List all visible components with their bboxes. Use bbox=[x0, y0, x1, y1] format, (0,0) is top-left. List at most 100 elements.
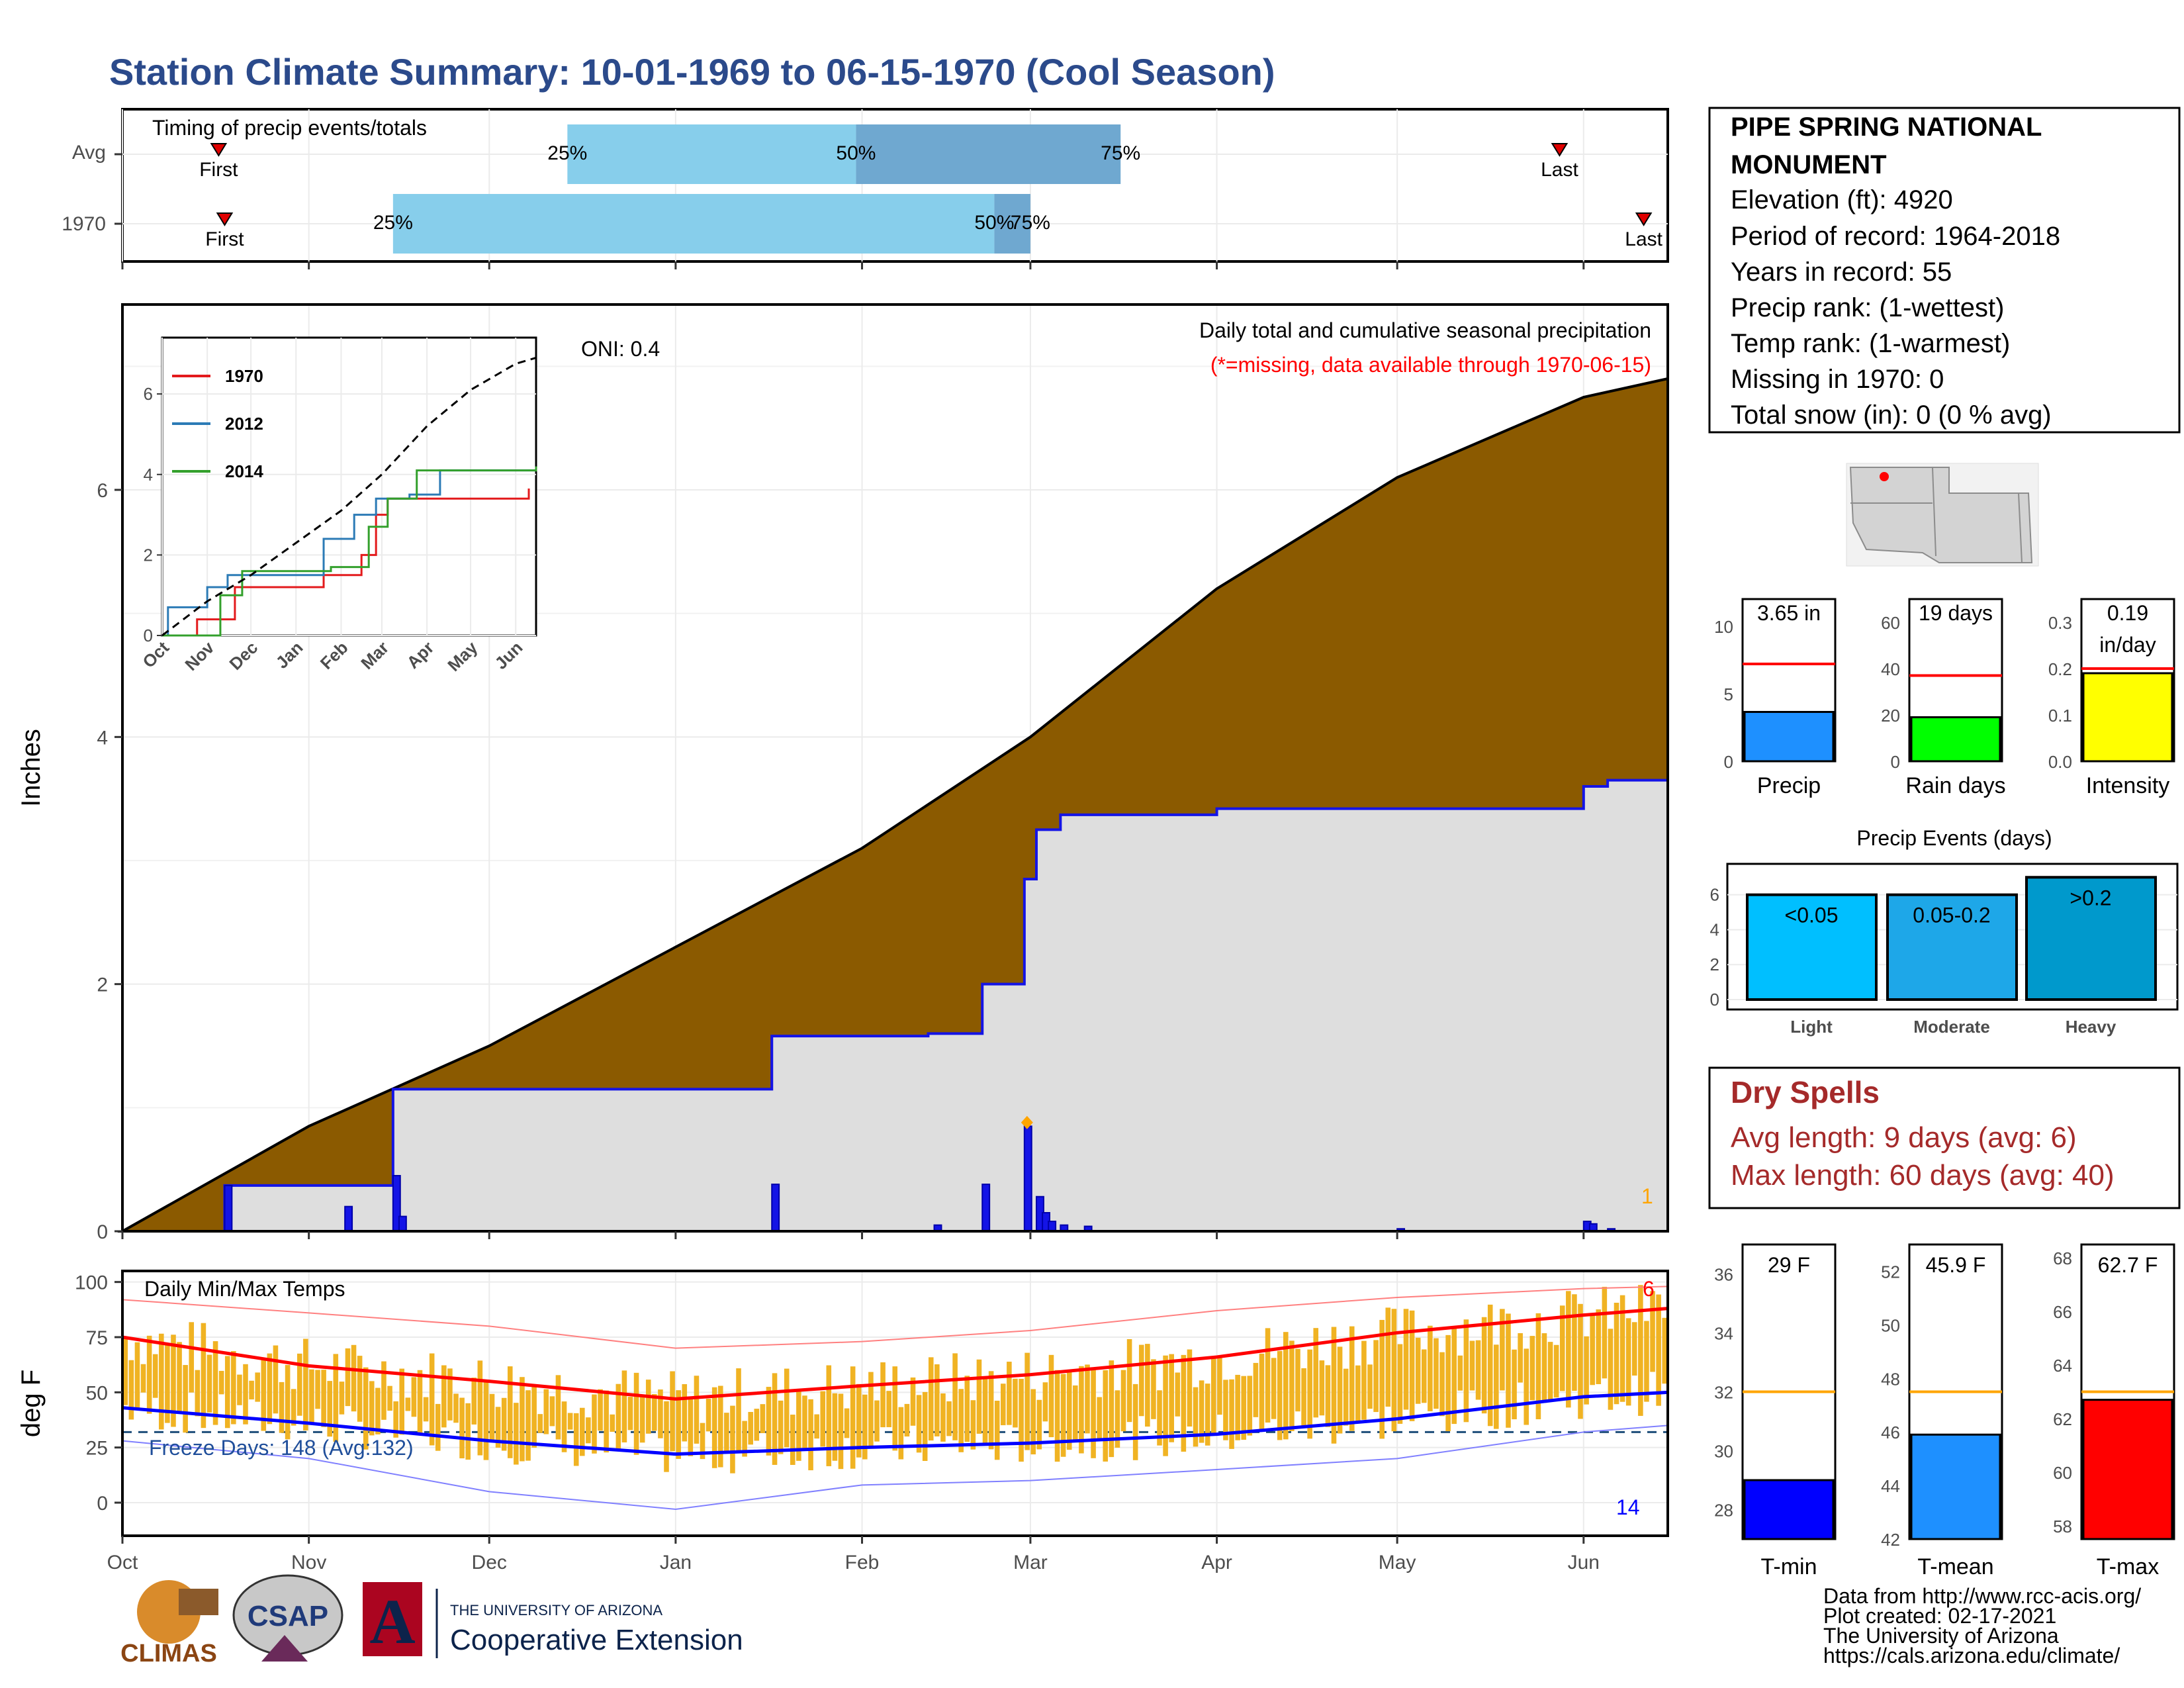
daily-temp-bar bbox=[633, 1372, 639, 1455]
daily-temp-bar bbox=[922, 1391, 928, 1461]
event-range-label: <0.05 bbox=[1785, 904, 1839, 927]
dry-spells-box: Dry Spells Avg length: 9 days (avg: 6) M… bbox=[1708, 1066, 2181, 1209]
daily-temp-bar bbox=[1265, 1328, 1271, 1423]
daily-temp-bar bbox=[507, 1366, 513, 1458]
timing-panel: Timing of precip events/totals Avg 1970 … bbox=[62, 108, 1669, 269]
daily-precip-bar bbox=[981, 1184, 991, 1232]
timing-pct-label: 25% bbox=[373, 212, 413, 234]
footer-data-source: Data from http://www.rcc-acis.org/ bbox=[1823, 1584, 2141, 1608]
daily-temp-bar bbox=[766, 1387, 772, 1456]
daily-temp-bar bbox=[898, 1407, 904, 1460]
temp-summary-label: T-min bbox=[1761, 1554, 1817, 1579]
daily-temp-bar bbox=[1295, 1348, 1300, 1412]
y-tick-label: 100 bbox=[75, 1272, 108, 1294]
daily-temp-bar bbox=[1415, 1337, 1421, 1404]
summary-tick-label: 0.0 bbox=[2048, 752, 2072, 772]
daily-temp-bar bbox=[417, 1370, 423, 1436]
daily-temp-bar bbox=[1277, 1350, 1283, 1440]
daily-temp-bar bbox=[904, 1403, 910, 1437]
temp-summary-tick-label: 58 bbox=[2053, 1517, 2072, 1536]
daily-temp-bar bbox=[465, 1403, 471, 1460]
daily-temp-bar bbox=[760, 1404, 766, 1433]
daily-temp-bar bbox=[561, 1401, 567, 1452]
daily-temp-bar bbox=[1500, 1309, 1505, 1391]
temp-summary-tick-label: 44 bbox=[1881, 1476, 1900, 1496]
daily-temp-bar bbox=[243, 1364, 248, 1425]
daily-temp-bar bbox=[970, 1400, 976, 1450]
timing-bar-50-75 bbox=[994, 194, 1030, 254]
daily-temp-bar bbox=[1120, 1370, 1126, 1432]
daily-temp-bar bbox=[255, 1372, 260, 1402]
daily-temp-bar bbox=[1085, 1364, 1090, 1434]
daily-temp-bar bbox=[1048, 1354, 1054, 1438]
events-tick-label: 6 bbox=[1710, 885, 1719, 905]
station-precip-rank: Precip rank: (1-wettest) bbox=[1731, 293, 2004, 322]
climas-logo: CLIMAS bbox=[120, 1580, 218, 1667]
timing-row-avg: Avg bbox=[72, 142, 106, 164]
inset-legend-label: 2014 bbox=[225, 461, 263, 481]
daily-temp-bar bbox=[796, 1391, 801, 1461]
daily-temp-bar bbox=[730, 1405, 735, 1474]
daily-temp-bar bbox=[1608, 1329, 1614, 1410]
daily-temp-bar bbox=[1007, 1362, 1012, 1425]
daily-temp-bar bbox=[520, 1377, 525, 1462]
daily-temp-bar bbox=[1518, 1333, 1523, 1383]
daily-temp-bar bbox=[639, 1395, 645, 1443]
last-label: Last bbox=[1541, 159, 1578, 181]
daily-temp-bar bbox=[1457, 1355, 1463, 1391]
event-category-label: Heavy bbox=[2066, 1017, 2116, 1037]
daily-temp-bar bbox=[309, 1369, 314, 1424]
avg-max-line bbox=[122, 1307, 1668, 1401]
daily-temp-bar bbox=[910, 1377, 916, 1426]
daily-temp-bar bbox=[285, 1365, 291, 1440]
daily-temp-bar bbox=[573, 1413, 579, 1466]
daily-temp-bar bbox=[567, 1413, 573, 1430]
daily-temp-bar bbox=[128, 1360, 134, 1420]
daily-temp-bar bbox=[1373, 1340, 1379, 1413]
daily-temp-bar bbox=[1325, 1365, 1331, 1427]
temp-summary-tick-label: 66 bbox=[2053, 1302, 2072, 1322]
timing-bar-25-50 bbox=[392, 194, 995, 254]
daily-temp-bar bbox=[183, 1365, 188, 1433]
daily-temp-bar bbox=[700, 1423, 705, 1460]
events-tick-label: 0 bbox=[1710, 990, 1719, 1009]
daily-temp-bar bbox=[1109, 1360, 1115, 1458]
daily-temp-bar bbox=[279, 1382, 285, 1433]
summary-value-label: 3.65 in bbox=[1757, 601, 1821, 625]
daily-temp-bar bbox=[832, 1393, 838, 1461]
daily-temp-bar bbox=[790, 1415, 796, 1465]
daily-temp-bar bbox=[393, 1401, 398, 1438]
inset-legend-label: 1970 bbox=[225, 366, 263, 386]
daily-temp-bar bbox=[1210, 1358, 1216, 1433]
daily-temp-bar bbox=[664, 1401, 669, 1472]
daily-temp-bar bbox=[177, 1342, 182, 1413]
daily-temp-bar bbox=[627, 1397, 633, 1430]
footer-university: The University of Arizona bbox=[1823, 1624, 2059, 1648]
summary-bar-label: Precip bbox=[1757, 773, 1821, 798]
daily-temp-bar bbox=[658, 1389, 663, 1438]
y-tick-label: 75 bbox=[86, 1327, 108, 1349]
daily-temp-bar bbox=[489, 1393, 495, 1442]
inset-y-tick-label: 6 bbox=[144, 384, 153, 404]
daily-temp-bar bbox=[1013, 1378, 1018, 1428]
daily-temp-bar bbox=[886, 1391, 891, 1427]
daily-temp-bar bbox=[201, 1323, 206, 1429]
y-tick-label: 4 bbox=[97, 727, 108, 749]
temp-summary-tick-label: 34 bbox=[1714, 1324, 1733, 1344]
daily-temp-bar bbox=[994, 1401, 1000, 1460]
daily-temp-bar bbox=[1428, 1325, 1433, 1411]
daily-temp-bar bbox=[1181, 1354, 1187, 1452]
daily-temp-bar bbox=[778, 1400, 784, 1454]
daily-temp-bar bbox=[146, 1335, 152, 1414]
daily-temp-bar bbox=[1091, 1369, 1096, 1458]
temp-summary-tick-label: 64 bbox=[2053, 1356, 2072, 1376]
daily-temp-bar bbox=[459, 1397, 465, 1459]
daily-temp-bar bbox=[1349, 1326, 1355, 1431]
daily-temp-bar bbox=[1385, 1307, 1391, 1407]
daily-temp-bar bbox=[543, 1389, 549, 1434]
summary-tick-label: 0.1 bbox=[2048, 706, 2072, 726]
temp-summary-tick-label: 28 bbox=[1714, 1501, 1733, 1521]
daily-temp-bar bbox=[1241, 1376, 1247, 1440]
summary-value-label: 0.19 bbox=[2107, 601, 2148, 625]
daily-temp-bar bbox=[1199, 1380, 1205, 1443]
